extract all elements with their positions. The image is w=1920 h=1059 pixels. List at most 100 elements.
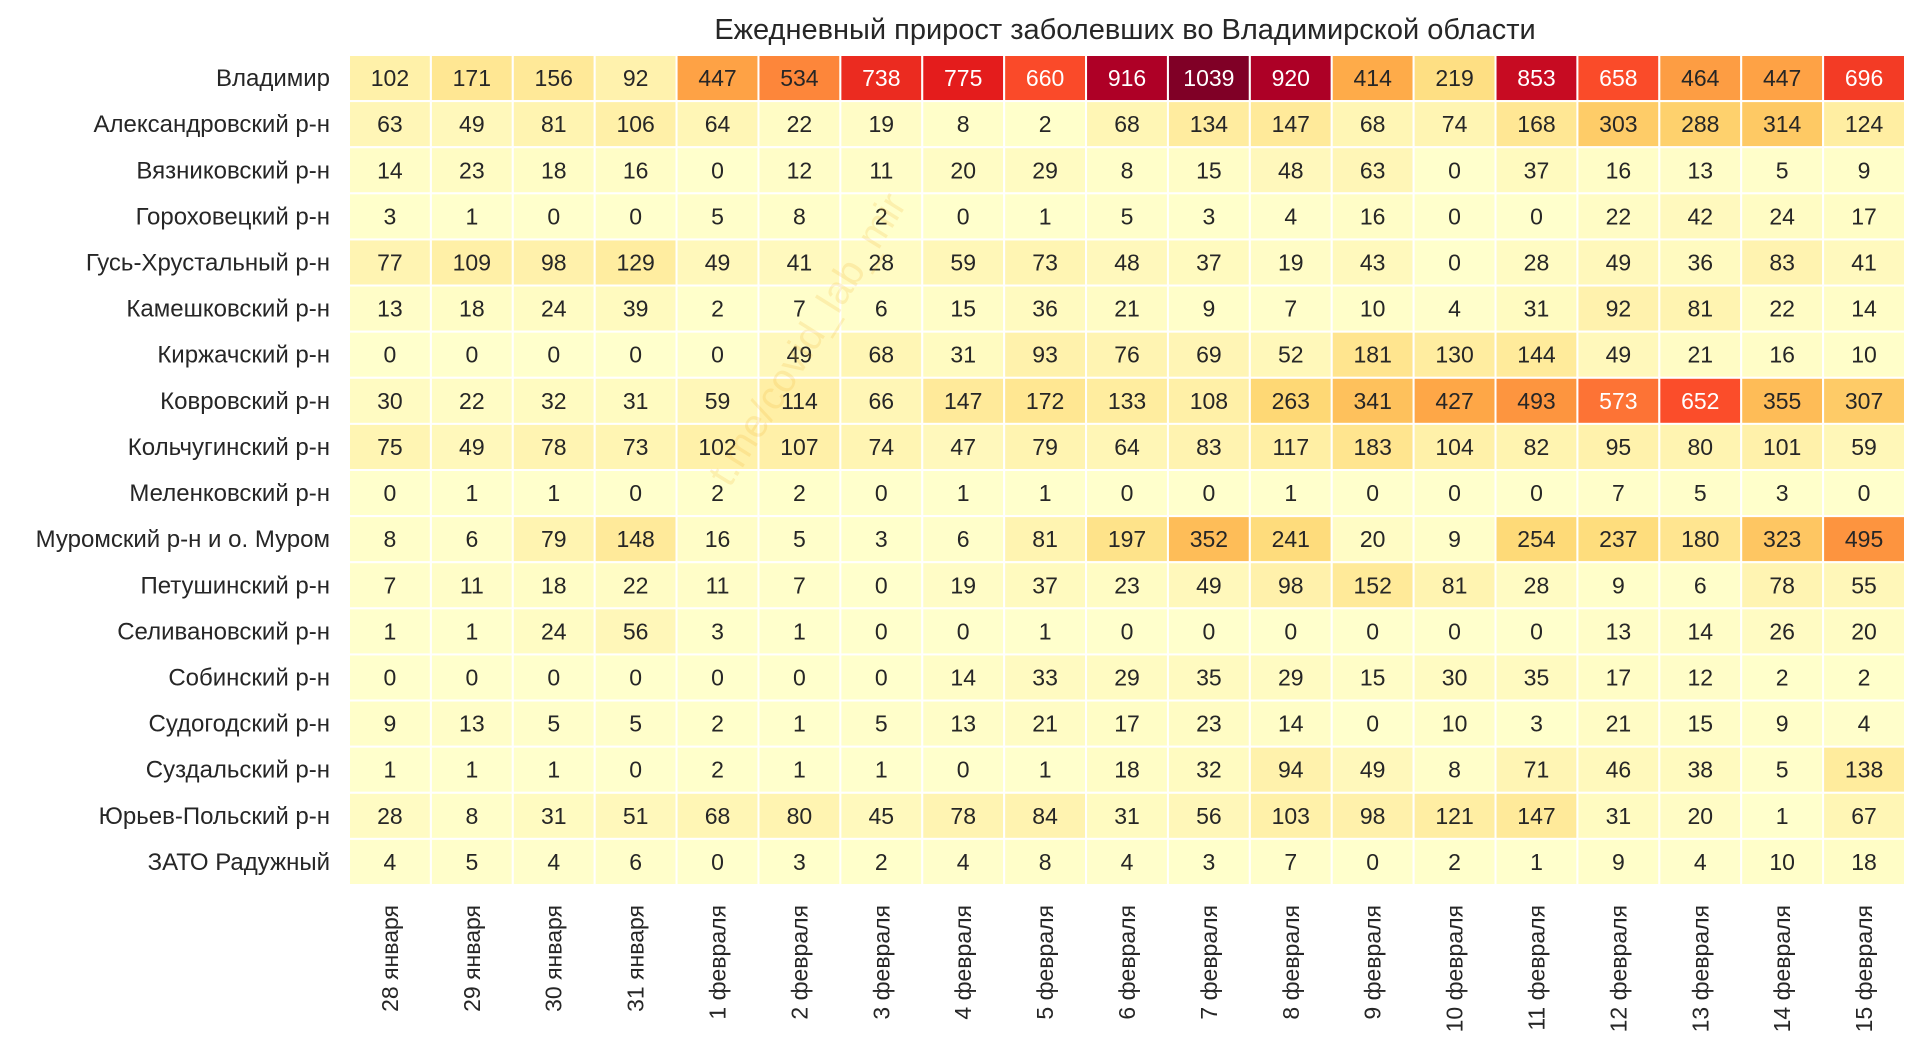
cell-value-label: 0 — [711, 157, 724, 183]
cell-value-label: 20 — [950, 157, 976, 183]
cell-value-label: 18 — [1114, 757, 1140, 783]
cell-value-label: 83 — [1769, 250, 1795, 276]
cell-value-label: 2 — [711, 757, 724, 783]
heatmap-cell — [1166, 699, 1251, 748]
cell-value-label: 9 — [1612, 572, 1625, 598]
cell-value-label: 59 — [705, 388, 731, 414]
cell-value-label: 32 — [1196, 757, 1222, 783]
heatmap-cell — [593, 469, 678, 518]
cell-value-label: 0 — [711, 849, 724, 875]
heatmap-cell — [1248, 515, 1333, 564]
cell-value-label: 49 — [1360, 757, 1386, 783]
cell-value-label: 77 — [377, 250, 403, 276]
cell-value-label: 46 — [1606, 757, 1632, 783]
heatmap-cell — [1822, 837, 1906, 887]
heatmap-cell — [757, 607, 842, 656]
cell-value-label: 16 — [1360, 203, 1386, 229]
cell-value-label: 447 — [1763, 65, 1801, 91]
cell-value-label: 1 — [547, 480, 560, 506]
heatmap-cell — [1412, 699, 1497, 748]
heatmap-cell — [1576, 376, 1661, 425]
heatmap-cell — [348, 192, 432, 241]
cell-value-label: 3 — [1776, 480, 1789, 506]
cell-value-label: 43 — [1360, 250, 1386, 276]
row-label: Селивановский р-н — [117, 618, 330, 645]
cell-value-label: 29 — [1114, 665, 1140, 691]
cell-value-label: 920 — [1272, 65, 1310, 91]
heatmap-cell — [1248, 146, 1333, 195]
cell-value-label: 9 — [1612, 849, 1625, 875]
heatmap-cell — [1740, 376, 1825, 425]
heatmap-cell — [1740, 422, 1825, 471]
heatmap-cell — [1248, 284, 1333, 333]
cell-value-label: 45 — [869, 803, 895, 829]
cell-value-label: 0 — [1366, 711, 1379, 737]
heatmap-cell — [593, 515, 678, 564]
cell-value-label: 52 — [1278, 342, 1304, 368]
heatmap-cell — [1822, 100, 1906, 149]
cell-value-label: 101 — [1763, 434, 1801, 460]
cell-value-label: 74 — [869, 434, 895, 460]
cell-value-label: 0 — [629, 480, 642, 506]
heatmap-cell — [839, 192, 924, 241]
cell-value-label: 0 — [1202, 480, 1215, 506]
column-label: 29 января — [459, 905, 485, 1012]
heatmap-cell — [1003, 745, 1088, 794]
heatmap-cell — [1166, 146, 1251, 195]
heatmap-cell — [1248, 469, 1333, 518]
cell-value-label: 180 — [1681, 526, 1719, 552]
cell-value-label: 22 — [1769, 296, 1795, 322]
heatmap-cell — [348, 422, 432, 471]
cell-value-label: 197 — [1108, 526, 1146, 552]
heatmap-cell — [1576, 745, 1661, 794]
cell-value-label: 102 — [371, 65, 409, 91]
cell-value-label: 98 — [1360, 803, 1386, 829]
heatmap-cell — [1822, 607, 1906, 656]
heatmap-cell — [1576, 192, 1661, 241]
heatmap-cell — [1412, 422, 1497, 471]
cell-value-label: 0 — [1530, 480, 1543, 506]
cell-value-label: 147 — [944, 388, 982, 414]
heatmap-cell — [1494, 376, 1579, 425]
cell-value-label: 36 — [1032, 296, 1058, 322]
cell-value-label: 13 — [459, 711, 485, 737]
cell-value-label: 20 — [1851, 618, 1877, 644]
cell-value-label: 0 — [875, 572, 888, 598]
cell-value-label: 219 — [1435, 65, 1473, 91]
cell-value-label: 7 — [1612, 480, 1625, 506]
cell-value-label: 0 — [1366, 480, 1379, 506]
heatmap-cell — [1494, 54, 1579, 103]
cell-value-label: 0 — [1448, 157, 1461, 183]
heatmap-cell — [1085, 515, 1169, 564]
heatmap-cell — [511, 54, 596, 103]
cell-value-label: 8 — [1448, 757, 1461, 783]
cell-value-label: 68 — [869, 342, 895, 368]
cell-value-label: 0 — [1121, 480, 1134, 506]
heatmap-cell — [757, 146, 842, 195]
cell-value-label: 49 — [459, 111, 485, 137]
cell-value-label: 147 — [1517, 803, 1555, 829]
cell-value-label: 28 — [1524, 572, 1550, 598]
cell-value-label: 10 — [1360, 296, 1386, 322]
cell-value-label: 26 — [1769, 618, 1795, 644]
cell-value-label: 447 — [698, 65, 736, 91]
cell-value-label: 21 — [1687, 342, 1713, 368]
cell-value-label: 9 — [384, 711, 397, 737]
cell-value-label: 660 — [1026, 65, 1064, 91]
cell-value-label: 0 — [875, 665, 888, 691]
cell-value-label: 0 — [1366, 849, 1379, 875]
heatmap-cell — [1248, 330, 1333, 379]
row-label: Александровский р-н — [94, 111, 330, 138]
cell-value-label: 78 — [541, 434, 567, 460]
cell-value-label: 31 — [1524, 296, 1550, 322]
heatmap-cell — [1494, 561, 1579, 610]
heatmap-cell — [1740, 561, 1825, 610]
heatmap-cell — [593, 607, 678, 656]
cell-value-label: 31 — [1114, 803, 1140, 829]
heatmap-cell — [1330, 515, 1415, 564]
heatmap-cell — [675, 284, 760, 333]
heatmap-cell — [1085, 607, 1169, 656]
heatmap-cell — [675, 192, 760, 241]
heatmap-cell — [1822, 330, 1906, 379]
